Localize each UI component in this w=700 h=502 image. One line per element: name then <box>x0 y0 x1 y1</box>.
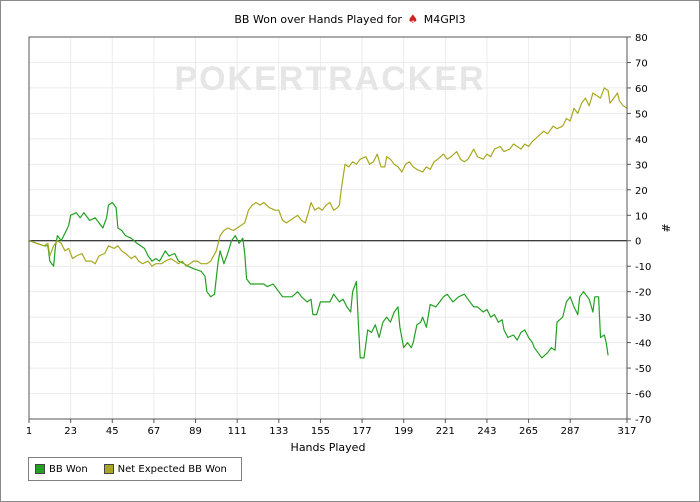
y-tick-label: 20 <box>635 186 648 197</box>
legend-label-bb-won: BB Won <box>49 463 88 475</box>
x-tick-label: 89 <box>189 426 202 437</box>
x-tick-label: 317 <box>617 426 636 437</box>
y-tick-label: 70 <box>635 58 648 69</box>
y-tick-label: -60 <box>635 390 651 401</box>
x-tick-label: 155 <box>311 426 330 437</box>
chart-title: BB Won over Hands Played for ♠ M4GPI3 <box>0 12 700 26</box>
x-tick-label: 67 <box>148 426 161 437</box>
x-tick-label: 177 <box>353 426 372 437</box>
y-tick-label: 0 <box>635 237 641 248</box>
watermark-text: POKERTRACKER <box>174 60 485 98</box>
y-tick-label: 60 <box>635 84 648 95</box>
y-tick-label: -70 <box>635 415 651 426</box>
x-tick-label: 45 <box>106 426 119 437</box>
plot-area-border <box>28 36 628 420</box>
x-tick-label: 133 <box>269 426 288 437</box>
y-tick-label: 50 <box>635 109 648 120</box>
y-axis: 80 70 60 50 40 30 20 10 0 -10 -20 -30 -40 -50 -60 -70 <box>627 33 651 426</box>
legend-swatch-net-expected <box>103 464 114 474</box>
x-tick-label: 111 <box>228 426 247 437</box>
x-tick-label: 287 <box>561 426 580 437</box>
player-name: M4GPI3 <box>423 13 466 26</box>
x-tick-label: 199 <box>394 426 413 437</box>
series-line-bb-won <box>28 201 609 359</box>
x-tick-label: 265 <box>519 426 538 437</box>
legend: BB Won Net Expected BB Won <box>28 457 242 481</box>
series <box>28 87 628 359</box>
x-axis-label: Hands Played <box>291 441 366 454</box>
y-tick-label: -30 <box>635 313 651 324</box>
y-tick-label: -50 <box>635 364 651 375</box>
y-tick-label: 30 <box>635 160 648 171</box>
y-tick-label: -40 <box>635 339 651 350</box>
y-tick-label: -20 <box>635 288 651 299</box>
legend-item-net-expected: Net Expected BB Won <box>103 463 227 475</box>
x-tick-label: 243 <box>477 426 496 437</box>
legend-swatch-bb-won <box>35 464 45 474</box>
spade-icon: ♠ <box>407 12 419 26</box>
series-line-net-expected-bb-won <box>28 87 628 267</box>
y-tick-label: -10 <box>635 262 651 273</box>
y-axis-label: # <box>659 223 672 232</box>
x-axis: 1 23 45 67 89 111 133 155 177 199 221 243 265 287 317 <box>26 419 637 437</box>
title-text: BB Won over Hands Played for <box>234 13 402 26</box>
legend-item-bb-won: BB Won <box>35 464 88 475</box>
x-tick-label: 1 <box>26 426 32 437</box>
x-tick-label: 221 <box>436 426 455 437</box>
legend-label-net-expected: Net Expected BB Won <box>117 463 227 475</box>
y-tick-label: 10 <box>635 211 648 222</box>
y-tick-label: 40 <box>635 135 648 146</box>
y-tick-label: 80 <box>635 33 648 44</box>
watermark: POKERTRACKER <box>174 60 485 98</box>
x-tick-label: 23 <box>64 426 77 437</box>
